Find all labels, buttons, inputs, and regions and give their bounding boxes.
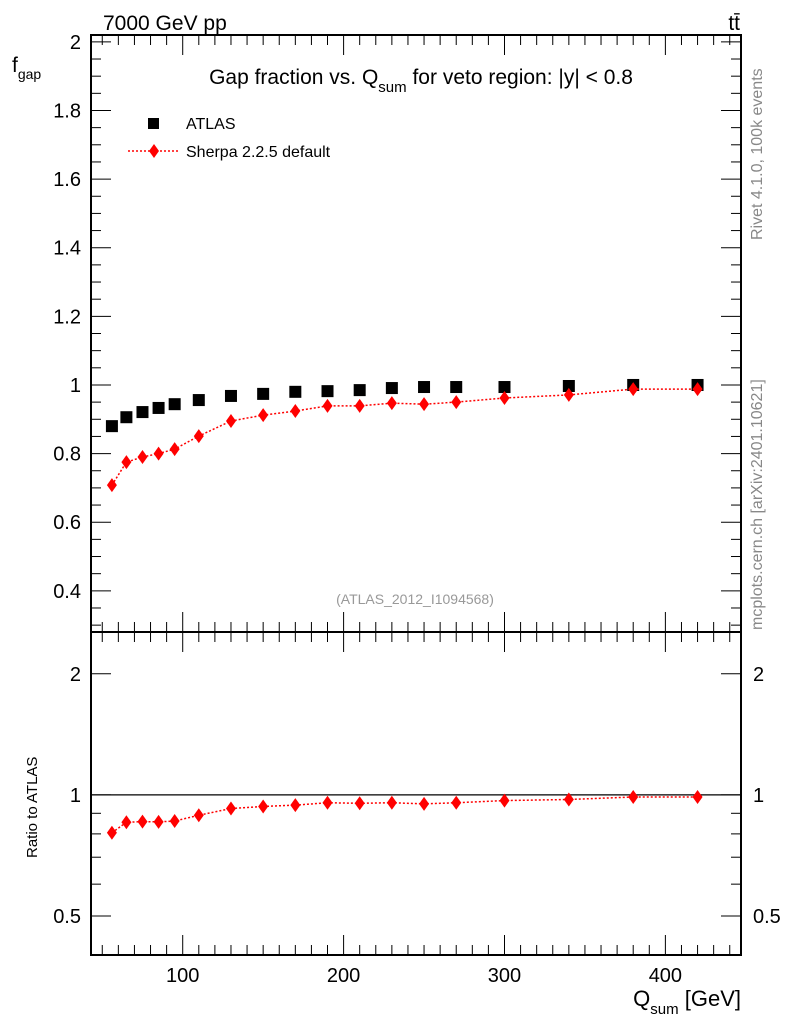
ratio-line <box>111 796 698 834</box>
ratio-point <box>499 793 510 808</box>
atlas-point <box>257 387 270 400</box>
legend-atlas-marker <box>148 118 159 129</box>
y-tick-label: 2 <box>70 32 81 54</box>
y-tick-label: 0.6 <box>53 512 81 534</box>
atlas-point <box>418 381 431 394</box>
atlas-point <box>289 385 302 398</box>
atlas-point <box>192 394 205 407</box>
sherpa-point <box>419 397 430 412</box>
atlas-point <box>168 398 181 411</box>
ratio-point <box>354 796 365 811</box>
atlas-point <box>450 381 463 394</box>
x-tick-label: 400 <box>649 965 682 987</box>
ratio-point <box>322 795 333 810</box>
y-tick-label: 1 <box>70 375 81 397</box>
legend: ATLAS Sherpa 2.2.5 default <box>128 116 331 161</box>
sherpa-point <box>225 413 236 428</box>
ratio-y-tick-label-right: 2 <box>753 664 764 686</box>
sherpa-point <box>628 382 639 397</box>
ratio-point <box>386 795 397 810</box>
legend-sherpa-label: Sherpa 2.2.5 default <box>186 144 331 161</box>
atlas-point <box>152 401 165 414</box>
sherpa-point <box>153 446 164 461</box>
ratio-point <box>153 814 164 829</box>
rivet-label: Rivet 4.1.0, 100k events <box>749 68 766 240</box>
ratio-point <box>419 796 430 811</box>
x-tick-label: 300 <box>488 965 521 987</box>
atlas-point <box>498 381 511 394</box>
atlas-point <box>353 384 366 397</box>
x-tick-label: 200 <box>327 965 360 987</box>
ratio-point <box>563 792 574 807</box>
ratio-y-axis-label: Ratio to ATLAS <box>24 757 41 858</box>
ratio-plot-frame <box>90 631 742 956</box>
atlas-point <box>224 389 237 402</box>
atlas-point <box>120 411 133 424</box>
ratio-point <box>225 801 236 816</box>
atlas-point <box>562 379 575 392</box>
x-axis-label: Qsum [GeV] <box>633 986 741 1018</box>
atlas-point <box>136 406 149 419</box>
atlas-point <box>385 382 398 395</box>
legend-sherpa-marker <box>149 144 159 158</box>
ratio-y-tick-label: 1 <box>70 785 81 807</box>
ratio-point <box>692 789 703 804</box>
ratio-y-tick-label: 0.5 <box>53 906 81 928</box>
ratio-point <box>451 795 462 810</box>
sherpa-point <box>499 391 510 406</box>
sherpa-point <box>137 450 148 465</box>
ratio-point <box>258 799 269 814</box>
energy-label: 7000 GeV pp <box>103 12 227 35</box>
sherpa-point <box>354 398 365 413</box>
sherpa-point <box>290 404 301 419</box>
ratio-point <box>193 808 204 823</box>
y-tick-label: 1.8 <box>53 100 81 122</box>
sherpa-point <box>322 398 333 413</box>
sherpa-point <box>169 442 180 457</box>
legend-atlas-label: ATLAS <box>186 116 236 133</box>
x-tick-label: 100 <box>166 965 199 987</box>
sherpa-point <box>193 429 204 444</box>
sherpa-point <box>258 408 269 423</box>
sherpa-point <box>451 395 462 410</box>
y-tick-label: 1.2 <box>53 306 81 328</box>
ratio-y-tick-label-right: 1 <box>753 785 764 807</box>
sherpa-point <box>106 478 117 493</box>
y-tick-label: 0.4 <box>53 581 81 603</box>
ratio-point <box>121 815 132 830</box>
source-label: mcplots.cern.ch [arXiv:2401.10621] <box>749 379 766 630</box>
ratio-point <box>628 789 639 804</box>
atlas-point <box>105 420 118 433</box>
ratio-y-tick-label-right: 0.5 <box>753 906 781 928</box>
process-label: tt̄ <box>728 12 740 35</box>
ratio-y-tick-label: 2 <box>70 664 81 686</box>
chart-title: Gap fraction vs. Qsum for veto region: |… <box>209 66 633 96</box>
atlas-point <box>321 385 334 398</box>
y-tick-label: 0.8 <box>53 444 81 466</box>
y-tick-label: 1.6 <box>53 169 81 191</box>
analysis-watermark: (ATLAS_2012_I1094568) <box>336 591 494 607</box>
ratio-point <box>169 814 180 829</box>
y-axis-label: fgap <box>12 54 41 82</box>
sherpa-point <box>563 387 574 402</box>
ratio-point <box>137 814 148 829</box>
y-tick-label: 1.4 <box>53 238 81 260</box>
ratio-point <box>290 798 301 813</box>
sherpa-point <box>692 382 703 397</box>
ratio-point <box>106 825 117 840</box>
sherpa-point <box>121 455 132 470</box>
sherpa-point <box>386 396 397 411</box>
